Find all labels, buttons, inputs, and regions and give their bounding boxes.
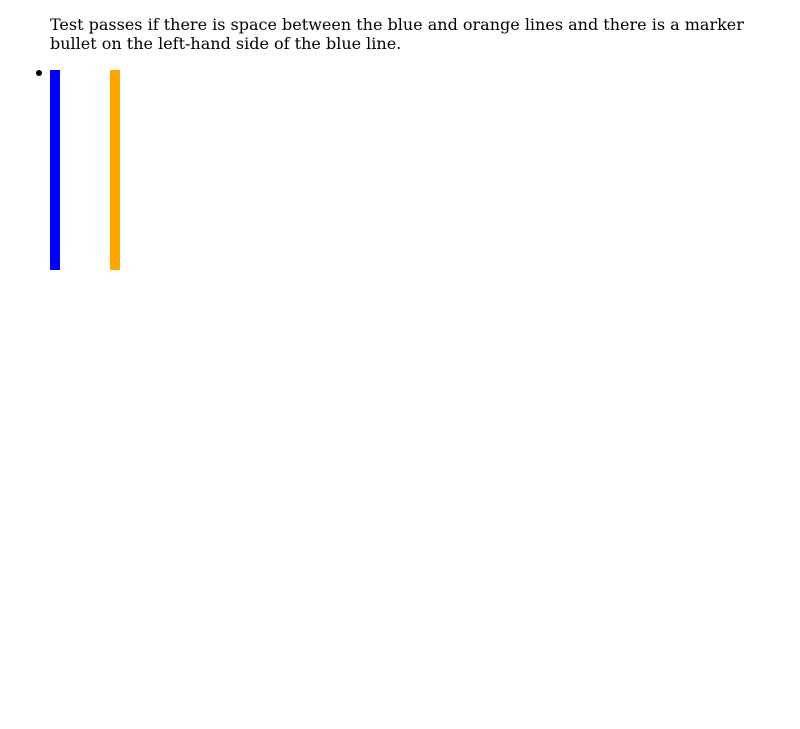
- orange-line: [110, 70, 120, 270]
- list-marker-bullet: [36, 70, 42, 76]
- test-instructions: Test passes if there is space between th…: [50, 15, 744, 53]
- blue-line: [50, 70, 60, 270]
